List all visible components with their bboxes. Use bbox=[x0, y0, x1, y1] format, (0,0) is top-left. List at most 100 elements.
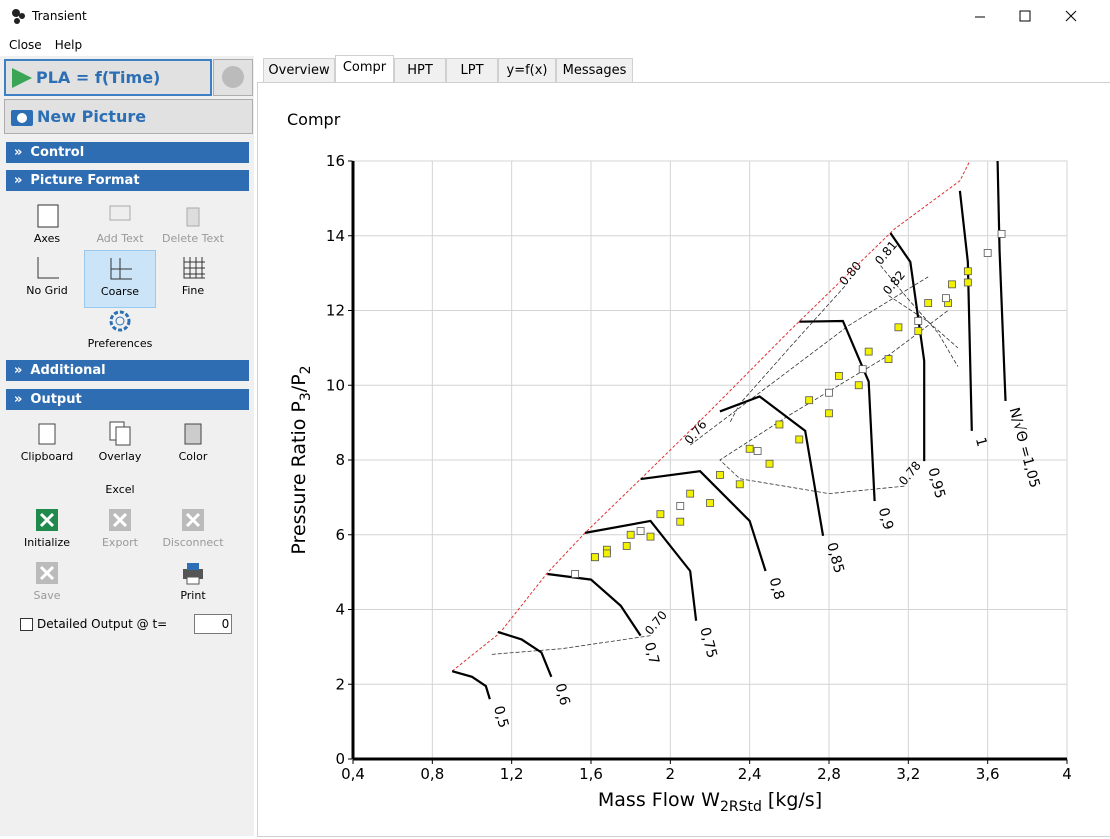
tool-button[interactable]: Preferences bbox=[84, 307, 156, 350]
tab[interactable]: HPT bbox=[394, 58, 446, 82]
tool-button[interactable]: Disconnect bbox=[158, 506, 228, 549]
efficiency-label: 0.80 bbox=[836, 259, 864, 288]
tool-button[interactable]: Fine bbox=[158, 254, 228, 297]
speed-line bbox=[996, 160, 1007, 401]
section-title: Output bbox=[30, 392, 82, 407]
operating-point bbox=[914, 317, 923, 325]
x-label-part: 2RStd bbox=[720, 799, 762, 815]
tool-label: Axes bbox=[33, 232, 61, 245]
operating-point bbox=[894, 323, 903, 332]
y-label-part: /P bbox=[288, 374, 310, 392]
chart-title: Compr bbox=[287, 110, 341, 129]
speed-line bbox=[547, 572, 642, 637]
x-tick-label: 4 bbox=[1062, 765, 1072, 783]
efficiency-line bbox=[888, 295, 959, 349]
tool-button[interactable]: Save bbox=[12, 559, 82, 602]
operating-point bbox=[646, 532, 655, 541]
checkbox[interactable] bbox=[20, 617, 33, 631]
icon bbox=[184, 423, 202, 445]
maximize[interactable] bbox=[1019, 10, 1031, 22]
tool-button[interactable]: Overlay bbox=[85, 420, 155, 463]
tab[interactable]: LPT bbox=[446, 58, 498, 82]
operating-point bbox=[706, 499, 714, 507]
speed-label: 0,7 bbox=[641, 641, 662, 667]
menu-item[interactable]: Close bbox=[9, 38, 42, 52]
camera-icon bbox=[11, 109, 33, 126]
icon bbox=[109, 421, 131, 446]
tool-button[interactable]: No Grid bbox=[12, 254, 82, 297]
speed-label: 1 bbox=[972, 436, 990, 449]
icon bbox=[110, 258, 132, 280]
efficiency-line bbox=[689, 276, 929, 446]
x-axis-label: Mass Flow W2RStd [kg/s] bbox=[598, 789, 822, 815]
operating-point bbox=[795, 435, 804, 444]
title-bar: Transient bbox=[0, 0, 1110, 34]
section-header[interactable]: » Control bbox=[6, 142, 249, 163]
tool-button[interactable]: Color bbox=[158, 420, 228, 463]
tool-button[interactable]: Delete Text bbox=[158, 202, 228, 245]
tool-button[interactable]: Export bbox=[85, 506, 155, 549]
operating-point bbox=[825, 409, 833, 418]
tab[interactable]: Messages bbox=[556, 58, 633, 82]
tool-button-selected[interactable]: Coarse bbox=[84, 250, 156, 308]
menu-item[interactable]: Help bbox=[54, 38, 83, 52]
speed-line bbox=[640, 470, 767, 572]
app-icon bbox=[12, 9, 25, 24]
operating-point bbox=[676, 517, 685, 526]
sidebar: PLA = f(Time) New Picture » Control » Pict… bbox=[0, 56, 254, 836]
tool-button[interactable]: Add Text bbox=[85, 202, 155, 245]
stop-icon bbox=[222, 66, 244, 88]
tool-label: Save bbox=[33, 589, 61, 602]
tool-button[interactable]: Clipboard bbox=[12, 420, 82, 463]
tool-button[interactable]: Axes bbox=[12, 202, 82, 245]
new-picture-button[interactable]: New Picture bbox=[4, 99, 253, 134]
play-icon bbox=[12, 67, 32, 88]
window-title: Transient bbox=[32, 9, 87, 23]
tool-button[interactable]: Initialize bbox=[12, 506, 82, 549]
operating-point bbox=[963, 267, 972, 276]
tool-label: Coarse bbox=[100, 285, 140, 298]
operating-point bbox=[805, 396, 814, 405]
stop-button[interactable] bbox=[213, 59, 253, 96]
tool-label: Disconnect bbox=[162, 536, 224, 549]
icon bbox=[186, 207, 200, 227]
icon bbox=[109, 205, 131, 221]
x-label-part: [kg/s] bbox=[762, 789, 822, 811]
tool-button[interactable]: Print bbox=[158, 559, 228, 602]
x-tick-label: 1,6 bbox=[579, 765, 603, 783]
icon bbox=[36, 509, 58, 531]
close[interactable] bbox=[1065, 10, 1077, 22]
section-title: Additional bbox=[30, 363, 106, 378]
time-input[interactable]: 0 bbox=[194, 614, 233, 634]
icon bbox=[37, 257, 59, 279]
operating-point bbox=[942, 294, 950, 303]
efficiency-label: 0.76 bbox=[682, 418, 710, 447]
speed-label: 0,6 bbox=[551, 682, 572, 708]
section-title: Picture Format bbox=[30, 173, 140, 188]
menu-bar: Close Help bbox=[0, 34, 1110, 54]
tool-label: Add Text bbox=[96, 232, 144, 245]
section-header[interactable]: » Additional bbox=[6, 360, 249, 381]
tab[interactable]: y=f(x) bbox=[498, 58, 556, 82]
operating-point bbox=[884, 355, 893, 363]
section-header[interactable]: » Output bbox=[6, 389, 249, 410]
y-tick-label: 2 bbox=[335, 675, 345, 693]
label: Excel bbox=[105, 483, 135, 496]
tab-active[interactable]: Compr bbox=[335, 55, 394, 83]
operating-point bbox=[835, 372, 843, 380]
speed-line bbox=[497, 630, 553, 678]
tab[interactable]: Overview bbox=[263, 58, 335, 82]
section-header[interactable]: » Picture Format bbox=[6, 170, 249, 191]
efficiency-line bbox=[491, 635, 651, 655]
button-label: PLA = f(Time) bbox=[36, 68, 161, 87]
y-tick-label: 14 bbox=[326, 227, 345, 245]
icon bbox=[182, 509, 204, 531]
speed-label: 0,9 bbox=[875, 506, 896, 532]
window-controls[interactable] bbox=[970, 0, 1110, 34]
operating-point bbox=[676, 502, 685, 510]
x-tick-label: 3,6 bbox=[976, 765, 1000, 783]
operating-point bbox=[854, 381, 863, 390]
x-tick-label: 2 bbox=[666, 765, 676, 783]
run-button[interactable]: PLA = f(Time) bbox=[4, 59, 212, 96]
operating-point bbox=[622, 542, 631, 550]
